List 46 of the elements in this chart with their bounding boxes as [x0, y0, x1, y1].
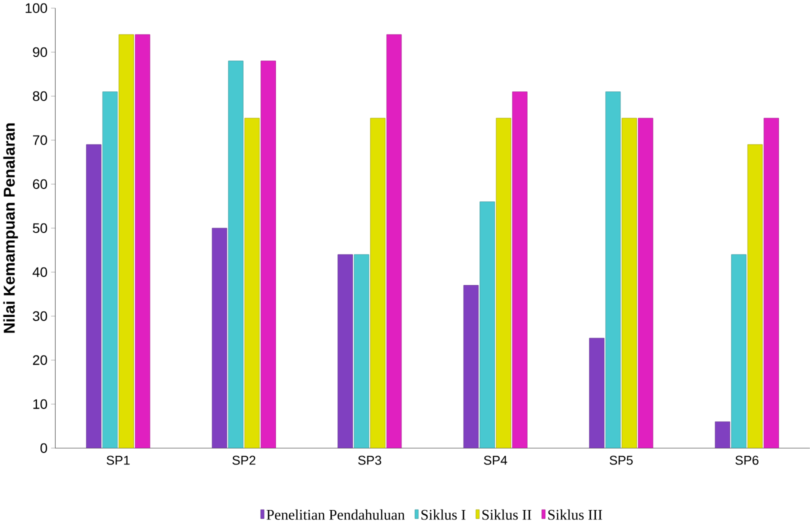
y-tick-label: 70 — [33, 135, 48, 145]
bar — [338, 254, 353, 448]
y-tick-label: 50 — [32, 223, 48, 233]
y-tick-label: 0 — [40, 443, 48, 453]
bar — [134, 34, 150, 448]
bar — [496, 118, 512, 448]
bar — [714, 421, 730, 448]
y-tick-label: 60 — [33, 179, 48, 189]
bar — [370, 118, 386, 448]
y-tick-label: 20 — [33, 355, 48, 365]
y-tick-label: 80 — [32, 91, 48, 101]
x-tick-label: SP2 — [232, 456, 256, 465]
bar — [354, 254, 370, 448]
y-tick-label: 90 — [32, 47, 48, 57]
legend-label: Siklus II — [482, 509, 532, 520]
bar — [212, 228, 228, 448]
bar — [605, 92, 621, 448]
y-tick-label: 100 — [26, 3, 48, 13]
bar — [512, 92, 528, 448]
bar — [747, 144, 763, 448]
bar — [86, 144, 102, 448]
bar — [638, 118, 654, 448]
y-axis-title: Nilai Kemampuan Penalaran — [3, 123, 18, 333]
bar — [118, 34, 134, 448]
bar — [244, 118, 260, 448]
y-tick-label: 30 — [32, 311, 48, 321]
bar — [622, 118, 637, 448]
bar — [463, 285, 479, 448]
y-tick-label: 40 — [32, 267, 48, 277]
bar — [260, 60, 276, 448]
legend-label: Siklus III — [548, 509, 602, 520]
y-tick-label: 10 — [33, 399, 48, 409]
x-tick-label: SP3 — [358, 456, 382, 465]
bar — [228, 60, 244, 448]
bar — [386, 34, 402, 448]
bar — [480, 202, 495, 448]
legend-label: Penelitian Pendahuluan — [266, 509, 405, 520]
legend-label: Siklus I — [421, 509, 466, 520]
x-tick-label: SP1 — [106, 456, 130, 465]
bar — [764, 118, 779, 448]
bar — [731, 254, 746, 448]
x-tick-label: SP5 — [610, 456, 633, 465]
bar — [102, 92, 118, 448]
bar — [589, 338, 604, 448]
x-tick-label: SP4 — [484, 456, 508, 465]
x-tick-label: SP6 — [735, 456, 758, 465]
